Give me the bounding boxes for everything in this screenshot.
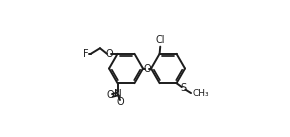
Text: S: S <box>180 83 187 93</box>
Text: O: O <box>143 64 151 73</box>
Text: O: O <box>107 90 114 100</box>
Text: O: O <box>105 49 113 59</box>
Text: N: N <box>114 89 122 99</box>
Text: Cl: Cl <box>155 35 165 45</box>
Text: F: F <box>83 49 89 59</box>
Text: CH₃: CH₃ <box>192 89 209 98</box>
Text: O: O <box>116 97 124 107</box>
